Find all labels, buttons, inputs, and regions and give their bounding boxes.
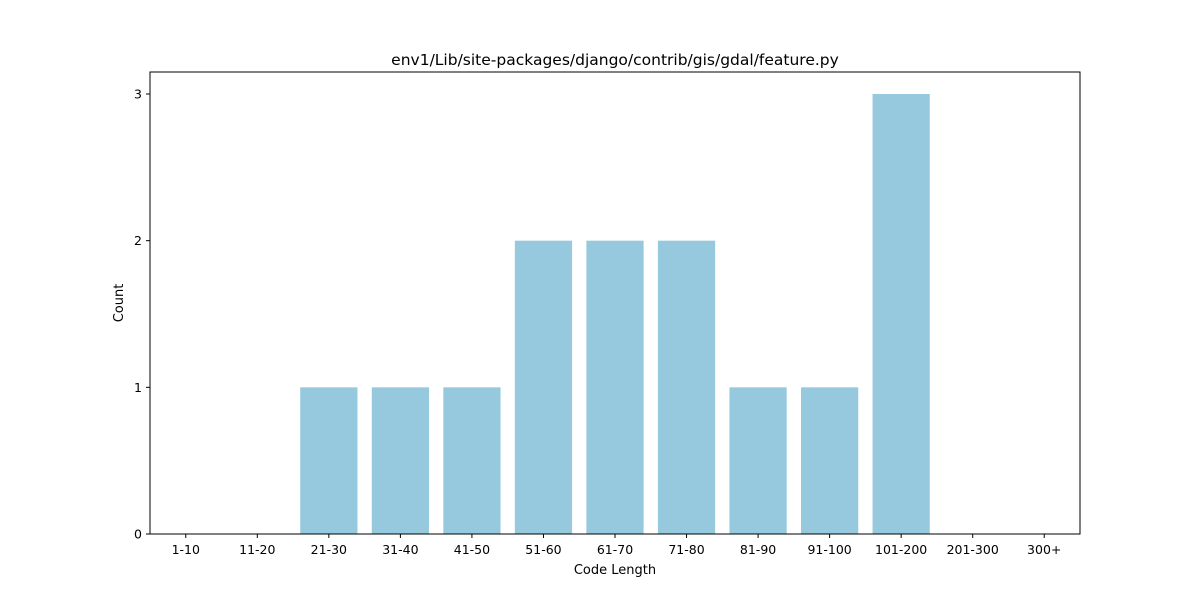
y-tick-label: 0 [134, 527, 142, 542]
x-tick-label: 61-70 [597, 542, 633, 557]
x-tick-label: 11-20 [239, 542, 275, 557]
bar-31-40 [371, 387, 429, 534]
x-tick-label: 1-10 [172, 542, 200, 557]
bars-group [300, 94, 930, 535]
x-tick-label: 91-100 [807, 542, 851, 557]
bar-101-200 [872, 94, 930, 534]
bar-41-50 [443, 387, 501, 534]
x-tick-label: 41-50 [454, 542, 490, 557]
bar-71-80 [657, 240, 716, 535]
y-tick-label: 2 [134, 233, 142, 248]
bar-81-90 [729, 387, 787, 534]
x-axis: 1-10 11-20 21-30 31-40 41-50 51-60 61-70 71-80 8… [172, 534, 1061, 557]
x-tick-label: 300+ [1027, 542, 1061, 557]
y-tick-label: 1 [134, 380, 142, 395]
x-tick-label: 71-80 [668, 542, 704, 557]
bar-91-100 [801, 387, 859, 534]
bar-51-60 [514, 240, 573, 535]
x-tick-label: 31-40 [382, 542, 418, 557]
bar-21-30 [300, 387, 358, 534]
y-tick-label: 3 [134, 87, 142, 102]
x-tick-label: 81-90 [740, 542, 776, 557]
x-tick-label: 51-60 [525, 542, 561, 557]
x-tick-label: 201-300 [947, 542, 999, 557]
chart-title: env1/Lib/site-packages/django/contrib/gi… [391, 51, 839, 69]
x-axis-label: Code Length [574, 563, 656, 578]
y-axis: 0 1 2 3 [134, 87, 150, 542]
y-axis-label: Count [112, 284, 127, 323]
x-tick-label: 101-200 [875, 542, 927, 557]
bar-61-70 [586, 240, 644, 535]
x-tick-label: 21-30 [311, 542, 347, 557]
